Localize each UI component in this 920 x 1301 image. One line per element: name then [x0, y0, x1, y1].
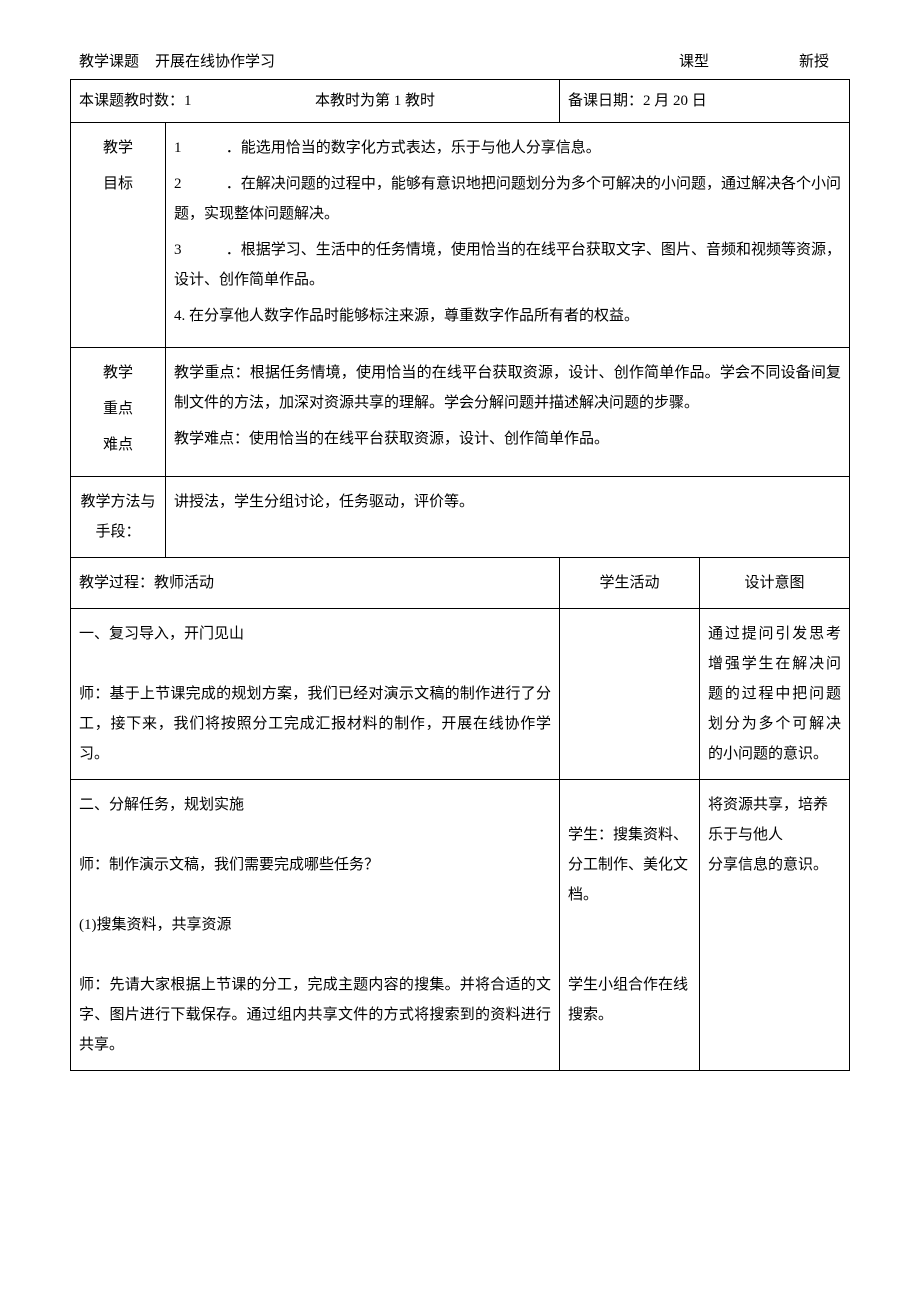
- process-teacher-1: 一、复习导入，开门见山 师：基于上节课完成的规划方案，我们已经对演示文稿的制作进…: [71, 609, 560, 780]
- topic: 开展在线协作学习: [155, 50, 679, 71]
- lesson-header: 教学课题 开展在线协作学习 课型 新授: [61, 50, 859, 71]
- process-intent-1: 通过提问引发思考增强学生在解决问题的过程中把问题划分为多个可解决的小问题的意识。: [699, 609, 849, 780]
- objectives-list: 1 ．能选用恰当的数字化方式表达，乐于与他人分享信息。 2 ．在解决问题的过程中…: [174, 133, 841, 331]
- process-header-row: 教学过程：教师活动 学生活动 设计意图: [71, 558, 850, 609]
- process-header-teacher: 教学过程：教师活动: [71, 558, 560, 609]
- process-student-1: [559, 609, 699, 780]
- methods-text: 讲授法，学生分组讨论，任务驱动，评价等。: [166, 477, 850, 558]
- difficult-line: 教学难点：使用恰当的在线平台获取资源，设计、创作简单作品。: [174, 424, 841, 454]
- objective-item-4: 4. 在分享他人数字作品时能够标注来源，尊重数字作品所有者的权益。: [174, 301, 841, 331]
- objectives-row: 教学 目标 1 ．能选用恰当的数字化方式表达，乐于与他人分享信息。 2 ．在解决…: [71, 123, 850, 348]
- objectives-label: 教学 目标: [71, 123, 166, 348]
- objective-text-1: ．能选用恰当的数字化方式表达，乐于与他人分享信息。: [226, 140, 601, 156]
- lesson-type: 新授: [799, 50, 829, 71]
- focus-line: 教学重点：根据任务情境，使用恰当的在线平台获取资源，设计、创作简单作品。学会不同…: [174, 358, 841, 418]
- objective-text-3: ．根据学习、生活中的任务情境，使用恰当的在线平台获取文字、图片、音频和视频等资源…: [174, 242, 841, 288]
- objective-num-2: 2: [174, 169, 222, 199]
- objective-num-3: 3: [174, 235, 222, 265]
- prep-date: 备课日期：2 月 20 日: [559, 80, 849, 123]
- objectives-label-1: 教学: [79, 133, 157, 163]
- meta-row: 本课题教时数：1 本教时为第 1 教时 备课日期：2 月 20 日: [71, 80, 850, 123]
- keypoints-body: 教学重点：根据任务情境，使用恰当的在线平台获取资源，设计、创作简单作品。学会不同…: [166, 348, 850, 477]
- lesson-plan-table: 本课题教时数：1 本教时为第 1 教时 备课日期：2 月 20 日 教学 目标 …: [70, 79, 850, 1071]
- methods-row: 教学方法与手段： 讲授法，学生分组讨论，任务驱动，评价等。: [71, 477, 850, 558]
- objective-text-4: 在分享他人数字作品时能够标注来源，尊重数字作品所有者的权益。: [189, 308, 639, 324]
- process-row-2: 二、分解任务，规划实施 师：制作演示文稿，我们需要完成哪些任务？ (1)搜集资料…: [71, 780, 850, 1071]
- methods-label: 教学方法与手段：: [71, 477, 166, 558]
- difficult-label: 教学难点：: [174, 431, 249, 447]
- process-teacher-2: 二、分解任务，规划实施 师：制作演示文稿，我们需要完成哪些任务？ (1)搜集资料…: [71, 780, 560, 1071]
- focus-text: 根据任务情境，使用恰当的在线平台获取资源，设计、创作简单作品。学会不同设备间复制…: [174, 365, 841, 411]
- process-intent-2: 将资源共享，培养乐于与他人 分享信息的意识。: [699, 780, 849, 1071]
- objective-item-2: 2 ．在解决问题的过程中，能够有意识地把问题划分为多个可解决的小问题，通过解决各…: [174, 169, 841, 229]
- objective-text-2: ．在解决问题的过程中，能够有意识地把问题划分为多个可解决的小问题，通过解决各个小…: [174, 176, 841, 222]
- this-period: 本教时为第 1 教时: [315, 86, 551, 116]
- periods-count: 本课题教时数：1: [79, 86, 315, 116]
- process-row-1: 一、复习导入，开门见山 师：基于上节课完成的规划方案，我们已经对演示文稿的制作进…: [71, 609, 850, 780]
- label-type: 课型: [679, 50, 709, 71]
- keypoints-label: 教学 重点 难点: [71, 348, 166, 477]
- objective-num-1: 1: [174, 133, 222, 163]
- focus-label: 教学重点：: [174, 365, 250, 381]
- process-header-intent: 设计意图: [699, 558, 849, 609]
- periods-cell: 本课题教时数：1 本教时为第 1 教时: [71, 80, 560, 123]
- kp-label-3: 难点: [79, 430, 157, 460]
- keypoints-row: 教学 重点 难点 教学重点：根据任务情境，使用恰当的在线平台获取资源，设计、创作…: [71, 348, 850, 477]
- process-header-student: 学生活动: [559, 558, 699, 609]
- kp-label-1: 教学: [79, 358, 157, 388]
- objective-item-3: 3 ．根据学习、生活中的任务情境，使用恰当的在线平台获取文字、图片、音频和视频等…: [174, 235, 841, 295]
- objectives-label-2: 目标: [79, 169, 157, 199]
- objective-item-1: 1 ．能选用恰当的数字化方式表达，乐于与他人分享信息。: [174, 133, 841, 163]
- objectives-body: 1 ．能选用恰当的数字化方式表达，乐于与他人分享信息。 2 ．在解决问题的过程中…: [166, 123, 850, 348]
- process-student-2: 学生：搜集资料、分工制作、美化文档。 学生小组合作在线搜索。: [559, 780, 699, 1071]
- kp-label-2: 重点: [79, 394, 157, 424]
- objective-num-4: 4.: [174, 308, 185, 324]
- label-topic: 教学课题: [79, 50, 139, 71]
- difficult-text: 使用恰当的在线平台获取资源，设计、创作简单作品。: [249, 431, 609, 447]
